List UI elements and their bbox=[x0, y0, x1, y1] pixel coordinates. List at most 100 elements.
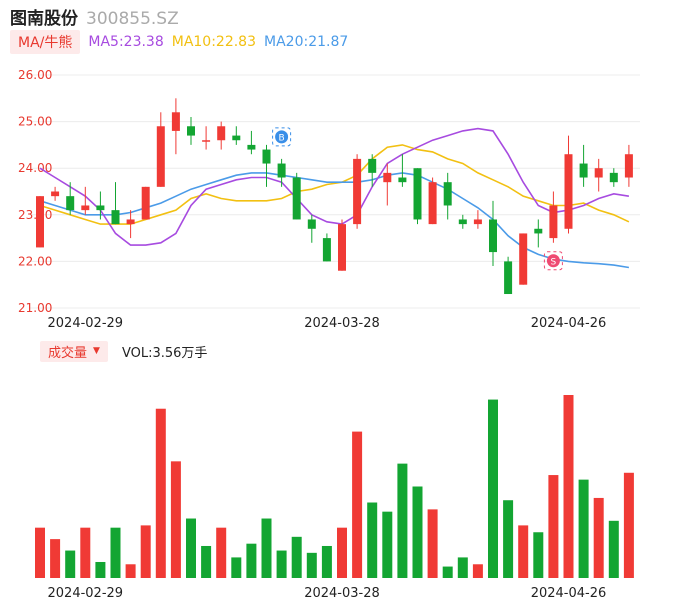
candle[interactable] bbox=[534, 219, 543, 248]
volume-bar[interactable] bbox=[382, 511, 393, 578]
candle[interactable] bbox=[126, 210, 135, 239]
volume-bar[interactable] bbox=[321, 545, 332, 578]
candle[interactable] bbox=[171, 98, 180, 155]
candle[interactable] bbox=[66, 182, 75, 215]
candle[interactable] bbox=[111, 182, 120, 225]
candle[interactable] bbox=[217, 121, 226, 150]
volume-bar[interactable] bbox=[442, 566, 453, 578]
volume-bar[interactable] bbox=[170, 461, 181, 578]
candle[interactable] bbox=[473, 210, 482, 229]
volume-bar[interactable] bbox=[291, 536, 302, 578]
volume-bar[interactable] bbox=[80, 527, 91, 578]
candle[interactable] bbox=[383, 163, 392, 206]
candle[interactable] bbox=[202, 126, 211, 150]
volume-bar[interactable] bbox=[533, 532, 544, 578]
ma-lines bbox=[39, 127, 630, 269]
volume-bar[interactable] bbox=[563, 395, 574, 578]
candle-body bbox=[458, 219, 467, 225]
volume-bar[interactable] bbox=[488, 399, 498, 578]
volume-bar[interactable] bbox=[231, 557, 242, 578]
volume-bar[interactable] bbox=[578, 479, 589, 578]
x-date-label: 2024-03-28 bbox=[304, 586, 380, 601]
candle-body bbox=[549, 205, 558, 239]
volume-bar[interactable] bbox=[593, 497, 604, 578]
candle[interactable] bbox=[81, 186, 90, 215]
candle-body bbox=[443, 182, 452, 206]
volume-bar[interactable] bbox=[35, 527, 45, 578]
volume-indicator-dropdown[interactable]: 成交量 ▼ bbox=[40, 340, 108, 362]
candle[interactable] bbox=[443, 172, 452, 220]
volume-bar[interactable] bbox=[367, 502, 378, 578]
candle[interactable] bbox=[398, 154, 407, 187]
volume-bar[interactable] bbox=[412, 486, 423, 579]
candle[interactable] bbox=[277, 158, 286, 187]
candle-body bbox=[262, 149, 271, 164]
candle[interactable] bbox=[519, 233, 528, 285]
candle[interactable] bbox=[594, 158, 603, 192]
volume-bar[interactable] bbox=[95, 561, 106, 578]
volume-bar[interactable] bbox=[110, 527, 121, 578]
svg-text:B: B bbox=[279, 133, 285, 143]
stock-header: 图南股份 300855.SZ bbox=[10, 4, 179, 29]
volume-bar[interactable] bbox=[352, 431, 363, 578]
candle[interactable] bbox=[579, 144, 588, 187]
volume-bar[interactable] bbox=[472, 564, 483, 578]
candle[interactable] bbox=[156, 112, 165, 187]
volume-bar[interactable] bbox=[246, 543, 257, 578]
volume-date-labels: 2024-02-29 2024-03-28 2024-04-26 bbox=[48, 586, 607, 601]
candle[interactable] bbox=[141, 186, 150, 220]
candle[interactable] bbox=[624, 144, 633, 187]
volume-bar[interactable] bbox=[276, 550, 287, 578]
candle[interactable] bbox=[609, 168, 618, 187]
candle[interactable] bbox=[489, 200, 497, 267]
volume-bar[interactable] bbox=[518, 525, 529, 578]
candle[interactable] bbox=[247, 130, 256, 155]
candle[interactable] bbox=[262, 144, 271, 187]
candle[interactable] bbox=[338, 219, 346, 271]
volume-bar[interactable] bbox=[457, 557, 468, 578]
candle[interactable] bbox=[413, 168, 422, 225]
candle[interactable] bbox=[187, 116, 195, 145]
volume-bar[interactable] bbox=[261, 518, 272, 578]
volume-bar[interactable] bbox=[306, 552, 317, 578]
candle-body bbox=[338, 224, 346, 271]
volume-bar[interactable] bbox=[503, 500, 514, 578]
volume-bar[interactable] bbox=[125, 564, 136, 578]
volume-bar[interactable] bbox=[608, 520, 619, 578]
volume-bar[interactable] bbox=[186, 518, 196, 578]
candle[interactable] bbox=[36, 196, 44, 248]
candle[interactable] bbox=[353, 154, 362, 229]
volume-bar[interactable] bbox=[337, 527, 347, 578]
volume-bar[interactable] bbox=[623, 472, 634, 578]
candle-body bbox=[398, 177, 407, 183]
candle[interactable] bbox=[292, 172, 301, 220]
candle-body bbox=[232, 135, 241, 141]
candle[interactable] bbox=[322, 233, 331, 262]
volume-bar[interactable] bbox=[397, 463, 408, 578]
candle[interactable] bbox=[458, 214, 467, 229]
candle[interactable] bbox=[232, 126, 241, 145]
candle[interactable] bbox=[564, 135, 573, 234]
volume-bar[interactable] bbox=[548, 475, 559, 578]
candle[interactable] bbox=[51, 186, 60, 201]
candle[interactable] bbox=[549, 191, 558, 243]
candle[interactable] bbox=[368, 154, 377, 187]
candle[interactable] bbox=[428, 177, 437, 225]
volume-bar[interactable] bbox=[65, 550, 76, 578]
volume-bar[interactable] bbox=[140, 525, 151, 578]
volume-bar[interactable] bbox=[50, 539, 61, 578]
sell-signal-icon[interactable]: S bbox=[543, 251, 563, 271]
candle[interactable] bbox=[96, 191, 105, 220]
ma-toggle-button[interactable]: MA/牛熊 bbox=[10, 30, 81, 54]
volume-bar[interactable] bbox=[427, 509, 438, 578]
volume-bar[interactable] bbox=[201, 545, 212, 578]
candle[interactable] bbox=[504, 256, 513, 295]
buy-signal-icon[interactable]: B bbox=[272, 127, 292, 147]
volume-bar[interactable] bbox=[216, 527, 227, 578]
candle[interactable] bbox=[307, 214, 316, 243]
price-date-labels: 2024-02-29 2024-03-28 2024-04-26 bbox=[48, 316, 607, 331]
svg-text:S: S bbox=[551, 257, 557, 267]
candle-body bbox=[564, 154, 573, 229]
volume-bar[interactable] bbox=[155, 408, 166, 578]
